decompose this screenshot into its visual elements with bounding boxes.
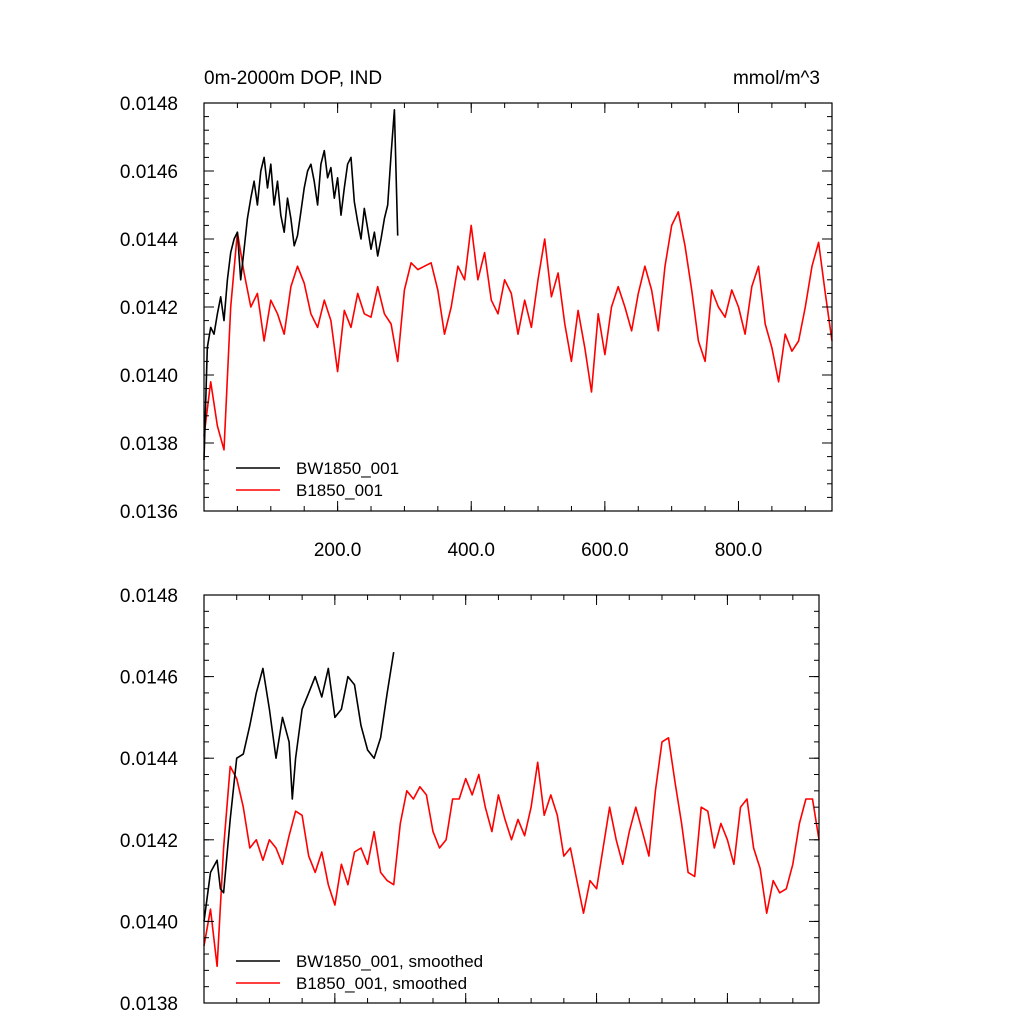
y-tick-label: 0.0140 — [120, 366, 178, 387]
x-tick-label: 600.0 — [581, 540, 629, 561]
y-tick-label: 0.0138 — [120, 434, 178, 455]
bottom-legend: BW1850_001, smoothed B1850_001, smoothed — [236, 952, 483, 993]
legend-label-b1850: B1850_001 — [296, 481, 383, 500]
series-line-bw1850 — [203, 109, 399, 461]
series-line-b1850-smoothed — [203, 736, 820, 968]
y-tick-label: 0.0144 — [120, 749, 179, 770]
y-tick-label: 0.0138 — [120, 994, 178, 1015]
y-tick-label: 0.0136 — [120, 502, 178, 523]
bottom-panel: 0.0138 0.0140 0.0142 0.0144 0.0146 0.0148 BW1… — [120, 586, 820, 1015]
top-series-group — [203, 109, 833, 461]
bottom-series-group — [203, 651, 820, 968]
legend-label-b1850-smoothed: B1850_001, smoothed — [296, 974, 467, 993]
legend-label-bw1850: BW1850_001 — [296, 459, 399, 478]
y-tick-label: 0.0144 — [120, 230, 179, 251]
top-axes-group: 0.0136 0.0138 0.0140 0.0142 0.0144 0.0146 0.01… — [120, 94, 832, 561]
bottom-plot-frame — [203, 594, 820, 1004]
y-tick-label: 0.0148 — [120, 586, 178, 607]
bottom-axes-group: 0.0138 0.0140 0.0142 0.0144 0.0146 0.0148 — [120, 586, 819, 1015]
x-tick-label: 800.0 — [715, 540, 763, 561]
y-tick-label: 0.0142 — [120, 298, 178, 319]
y-tick-label: 0.0142 — [120, 831, 178, 852]
x-tick-label: 200.0 — [314, 540, 362, 561]
y-tick-label: 0.0146 — [120, 162, 178, 183]
legend-label-bw1850-smoothed: BW1850_001, smoothed — [296, 952, 483, 971]
y-tick-label: 0.0146 — [120, 668, 178, 689]
top-legend: BW1850_001 B1850_001 — [236, 459, 399, 500]
top-panel: 0m-2000m DOP, IND mmol/m^3 0.01360.01380… — [120, 68, 833, 561]
series-line-b1850 — [203, 211, 833, 451]
y-tick-label: 0.0148 — [120, 94, 178, 115]
title-right: mmol/m^3 — [733, 68, 820, 89]
y-tick-label: 0.0140 — [120, 912, 178, 933]
x-tick-label: 400.0 — [447, 540, 495, 561]
series-line-bw1850-smoothed — [203, 651, 395, 922]
title-left: 0m-2000m DOP, IND — [204, 68, 382, 89]
